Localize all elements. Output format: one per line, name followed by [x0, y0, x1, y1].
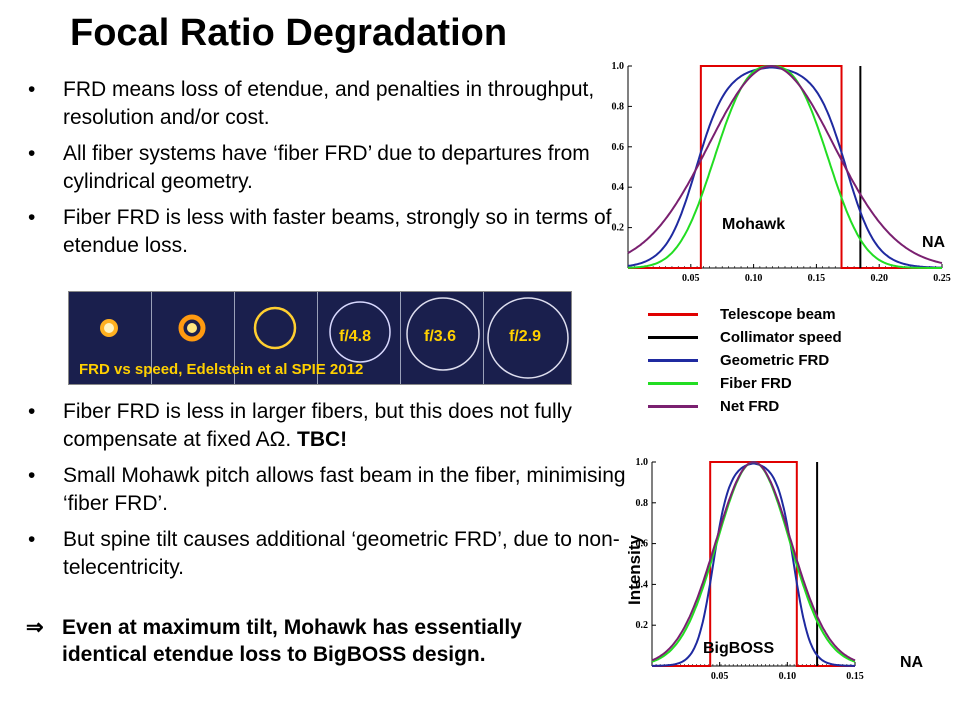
bullet-marker: • [28, 400, 36, 423]
image-panel [401, 292, 484, 384]
bullet-item: • Small Mohawk pitch allows fast beam in … [28, 462, 643, 518]
plot-label-mohawk: Mohawk [722, 216, 786, 233]
x-tick-label: 0.05 [682, 273, 700, 284]
bullet-marker: • [28, 464, 36, 487]
x-tick-label: 0.10 [779, 671, 797, 682]
page-title: Focal Ratio Degradation [70, 12, 508, 54]
y-tick-label: 0.6 [636, 539, 649, 550]
bullet-text: Small Mohawk pitch allows fast beam in t… [63, 464, 626, 515]
image-panel [152, 292, 235, 384]
image-caption: FRD vs speed, Edelstein et al SPIE 2012 [79, 361, 364, 378]
legend-label: Fiber FRD [720, 375, 792, 392]
fiber-output-image-strip: f/4.8 f/3.6 f/2.9 FRD vs speed, Edelstei… [68, 291, 572, 385]
bullet-list-top: • FRD means loss of etendue, and penaltie… [28, 76, 623, 268]
x-tick-label: 0.20 [870, 273, 888, 284]
fiber-ring-image [487, 297, 569, 379]
y-tick-label: 0.8 [612, 101, 625, 112]
legend-label: Net FRD [720, 398, 780, 415]
plot-label-bigboss: BigBOSS [703, 640, 775, 657]
f-ratio-label: f/2.9 [509, 328, 542, 345]
bullet-text: But spine tilt causes additional ‘geomet… [63, 528, 620, 579]
x-tick-label: 0.15 [846, 671, 864, 682]
net-frd-curve [651, 460, 856, 662]
x-tick-label: 0.25 [933, 273, 951, 284]
bullet-text: FRD means loss of etendue, and penalties… [63, 78, 595, 129]
y-tick-label: 0.4 [636, 579, 649, 590]
legend-label: Telescope beam [720, 306, 836, 323]
x-tick-label: 0.05 [711, 671, 729, 682]
y-tick-label: 1.0 [636, 457, 649, 468]
bullet-item: • FRD means loss of etendue, and penaltie… [28, 76, 623, 132]
f-ratio-label: f/3.6 [424, 328, 457, 345]
fiber-ring-image [253, 306, 297, 350]
image-panel [235, 292, 318, 384]
conclusion: ⇒ Even at maximum tilt, Mohawk has essen… [26, 614, 602, 668]
plot-xlabel-na: NA [922, 234, 946, 251]
x-tick-label: 0.10 [745, 273, 763, 284]
net-frd-curve [627, 65, 943, 264]
image-panel [69, 292, 152, 384]
bullet-item: • Fiber FRD is less with faster beams, st… [28, 204, 623, 260]
legend-swatch [648, 405, 698, 408]
legend-label: Geometric FRD [720, 352, 830, 369]
bigboss-frd-plot: 0.2 0.4 0.6 0.8 1.0 0.05 0.10 0.15 [636, 457, 864, 682]
fiber-ring-image [406, 297, 480, 371]
bullet-marker: • [28, 206, 36, 229]
plot-xlabel-na: NA [900, 654, 924, 671]
bullet-marker: • [28, 142, 36, 165]
legend-swatch [648, 382, 698, 385]
legend-label: Collimator speed [720, 329, 842, 346]
geometric-frd-curve [652, 462, 855, 667]
image-panel [484, 292, 569, 384]
bullet-item: • All fiber systems have ‘fiber FRD’ due … [28, 140, 623, 196]
legend-swatch [648, 336, 698, 339]
bullet-item: • Fiber FRD is less in larger fibers, but… [28, 398, 643, 454]
legend-swatch [648, 359, 698, 362]
bullet-text: All fiber systems have ‘fiber FRD’ due t… [63, 142, 590, 193]
plot-ylabel-intensity: Intensity [625, 535, 644, 605]
x-tick-label: 0.15 [808, 273, 826, 284]
bullet-item: • But spine tilt causes additional ‘geome… [28, 526, 643, 582]
conclusion-text: Even at maximum tilt, Mohawk has essenti… [62, 616, 522, 666]
y-tick-label: 0.6 [612, 142, 625, 153]
mohawk-frd-plot: 0.2 0.4 0.6 0.8 1.0 0.05 0.10 0.15 0.20 0.25 [612, 61, 951, 284]
f-ratio-label: f/4.8 [339, 328, 372, 345]
y-tick-label: 0.2 [636, 620, 649, 631]
bullet-list-bottom: • Fiber FRD is less in larger fibers, but… [28, 398, 643, 590]
legend-swatch [648, 313, 698, 316]
bullet-marker: • [28, 528, 36, 551]
fiber-ring-image [329, 301, 391, 363]
fiber-frd-curve [627, 65, 942, 269]
y-tick-label: 0.4 [612, 182, 625, 193]
bullet-text: Fiber FRD is less with faster beams, str… [63, 206, 612, 257]
image-panel [318, 292, 401, 384]
y-tick-label: 1.0 [612, 61, 625, 72]
bullet-text: Fiber FRD is less in larger fibers, but … [63, 400, 572, 451]
bullet-marker: • [28, 78, 36, 101]
y-tick-label: 0.2 [612, 223, 625, 234]
y-tick-label: 0.8 [636, 498, 649, 509]
bullet-emphasis: TBC! [297, 428, 348, 451]
fiber-ring-image [178, 314, 206, 342]
fiber-spot-image [100, 319, 118, 337]
implies-arrow-icon: ⇒ [26, 616, 44, 639]
